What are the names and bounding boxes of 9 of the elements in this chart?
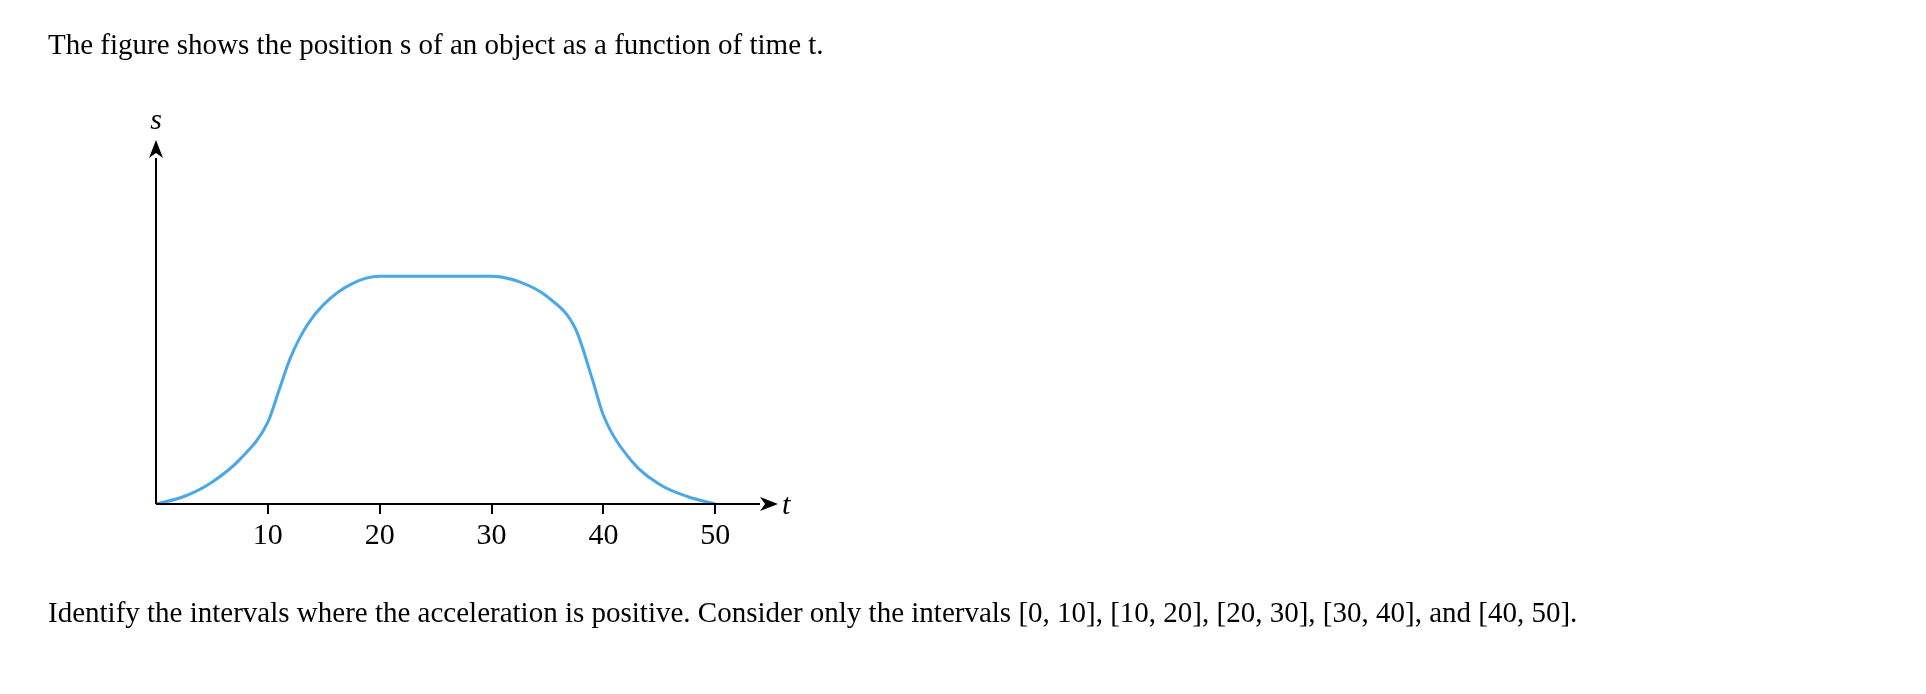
- x-tick-label: 20: [364, 516, 395, 550]
- x-tick-label: 30: [476, 516, 507, 550]
- x-axis-title: t: [782, 486, 791, 520]
- chart-title: The figure shows the position s of an object as a function of time t.: [48, 28, 824, 61]
- x-tick-label: 50: [700, 516, 731, 550]
- x-tick-label: 40: [588, 516, 619, 550]
- text: Identify the intervals where the acceleration is positive. Consider only the intervals [0, 10], [10, 20], [20, 30], [30, 40], and [40, 50].: [48, 595, 1579, 630]
- x-tick-label: 10: [252, 516, 283, 550]
- y-axis-title: s: [150, 101, 162, 135]
